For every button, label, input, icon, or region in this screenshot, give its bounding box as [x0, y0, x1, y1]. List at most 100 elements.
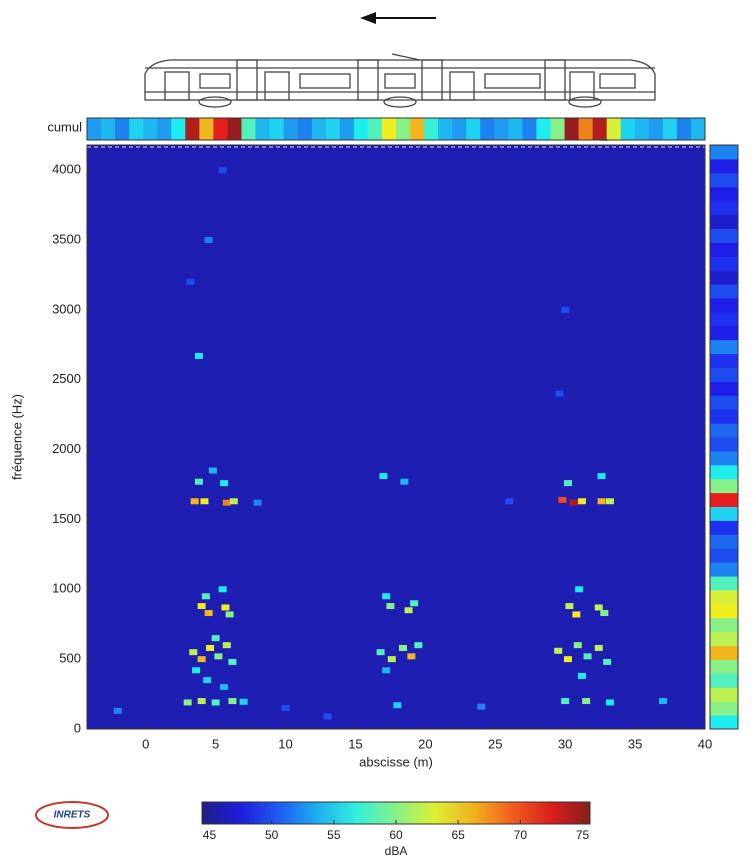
- side-cell: [710, 603, 738, 619]
- heatmap-cell: [113, 707, 122, 714]
- heatmap-cell: [605, 699, 614, 706]
- heatmap-cell: [214, 653, 223, 660]
- side-cell: [710, 214, 738, 229]
- heatmap-cell: [189, 649, 198, 656]
- heatmap-cell: [565, 603, 574, 610]
- heatmap-cell: [561, 698, 570, 705]
- cumul-cell: [115, 118, 130, 140]
- x-tick-label: 20: [418, 736, 432, 751]
- heatmap-cell: [600, 610, 609, 617]
- side-cell: [710, 284, 738, 299]
- heatmap-cell: [194, 352, 203, 359]
- side-cell: [710, 437, 738, 452]
- side-frame: [709, 144, 739, 730]
- side-cell: [710, 687, 738, 702]
- y-tick-label: 2500: [52, 371, 81, 386]
- heatmap-cell: [222, 499, 231, 506]
- side-cell: [710, 562, 738, 577]
- y-axis-label: fréquence (Hz): [9, 394, 24, 480]
- heatmap-cell: [186, 278, 195, 285]
- direction-arrow: [360, 12, 436, 24]
- heatmap-cell: [386, 603, 395, 610]
- cumul-frame: [86, 117, 706, 141]
- heatmap-cell: [410, 600, 419, 607]
- heatmap-cell: [239, 698, 248, 705]
- heatmap-cell: [404, 607, 413, 614]
- cumul-cell: [550, 118, 566, 140]
- side-cell: [710, 534, 738, 549]
- cumul-cell: [634, 118, 650, 140]
- cumul-cell: [606, 118, 622, 140]
- heatmap-cell: [197, 656, 206, 663]
- heatmap-cell: [201, 593, 210, 600]
- x-tick-label: 40: [698, 736, 712, 751]
- heatmap-cell: [197, 698, 206, 705]
- cumul-cell: [101, 118, 116, 140]
- cumul-cell: [143, 118, 158, 140]
- colorbar-tick-label: 55: [327, 828, 341, 842]
- side-cell: [710, 311, 738, 327]
- side-cell: [710, 256, 738, 271]
- colorbar-tick-label: 65: [451, 828, 465, 842]
- heatmap-cell: [225, 611, 234, 618]
- heatmap-cell: [398, 644, 407, 651]
- cumul-cell: [438, 118, 453, 140]
- side-cell: [710, 242, 738, 257]
- colorbar-tick-label: 45: [203, 828, 217, 842]
- cumul-cell: [199, 118, 214, 140]
- y-tick-label: 1500: [52, 511, 81, 526]
- side-cell: [710, 270, 738, 285]
- heatmap-cell: [220, 684, 229, 691]
- cumul-cell: [213, 118, 228, 140]
- cumul-cell: [339, 118, 355, 140]
- x-tick-label: 0: [142, 736, 149, 751]
- heatmap-cell: [208, 467, 217, 474]
- y-tick-label: 4000: [52, 162, 81, 177]
- colorbar-label: dBA: [385, 844, 408, 858]
- side-cell: [710, 701, 738, 716]
- heatmap-cell: [228, 658, 237, 665]
- cumul-cell: [381, 118, 397, 140]
- cumul-cell: [283, 118, 299, 140]
- cumul-cell: [129, 118, 144, 140]
- heatmap-cell: [577, 672, 586, 679]
- cumul-cell: [522, 118, 537, 140]
- heatmap-cell: [603, 658, 612, 665]
- heatmap-cell: [572, 611, 581, 618]
- heatmap-cell: [382, 593, 391, 600]
- cumul-cell: [466, 118, 481, 140]
- heatmap-cell: [563, 656, 572, 663]
- side-cell: [710, 186, 738, 202]
- side-cell: [710, 200, 738, 216]
- heatmap-cell: [222, 642, 231, 649]
- colorbar-tick-label: 60: [389, 828, 403, 842]
- y-tick-label: 0: [74, 720, 81, 735]
- cumul-cell: [87, 118, 102, 140]
- cumul-cell: [648, 118, 664, 140]
- cumul-cell: [171, 118, 186, 140]
- heatmap-cell: [228, 698, 237, 705]
- side-cell: [710, 617, 738, 633]
- heatmap-cell: [400, 478, 409, 485]
- heatmap-background: [87, 145, 705, 729]
- x-tick-label: 30: [558, 736, 572, 751]
- cumul-cell: [311, 118, 327, 140]
- heatmap-cell: [605, 498, 614, 505]
- side-cell: [710, 450, 738, 466]
- side-cell: [710, 645, 738, 660]
- heatmap-cell: [407, 653, 416, 660]
- heatmap-cell: [204, 237, 213, 244]
- side-cell: [710, 576, 738, 591]
- heatmap-cell: [575, 586, 584, 593]
- heatmap-cell: [505, 498, 514, 505]
- x-tick-label: 5: [212, 736, 219, 751]
- heatmap-cell: [253, 499, 262, 506]
- heatmap-cell: [594, 604, 603, 611]
- cumul-cell: [676, 118, 692, 140]
- cumul-cell: [157, 118, 172, 140]
- side-cell: [710, 659, 738, 674]
- heatmap-cell: [563, 480, 572, 487]
- heatmap-cell: [561, 306, 570, 313]
- x-tick-label: 10: [278, 736, 292, 751]
